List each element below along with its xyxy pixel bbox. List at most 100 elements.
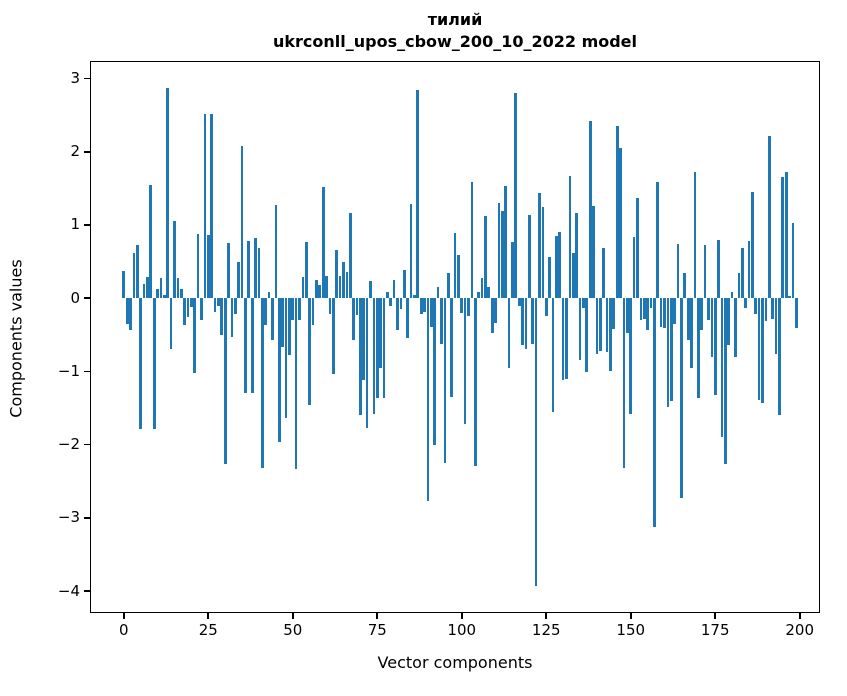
bar bbox=[669, 298, 673, 402]
y-tick bbox=[84, 517, 90, 519]
bar bbox=[453, 233, 457, 299]
x-tick-label: 25 bbox=[198, 621, 218, 639]
bar bbox=[771, 298, 775, 319]
bar bbox=[568, 175, 572, 299]
bar bbox=[666, 298, 670, 407]
bar bbox=[220, 298, 224, 335]
y-axis-label: Components values bbox=[6, 259, 26, 418]
bar bbox=[152, 298, 156, 430]
bar bbox=[467, 298, 470, 317]
bar bbox=[142, 283, 146, 299]
bar bbox=[169, 298, 173, 350]
x-tick-label: 200 bbox=[785, 621, 815, 639]
bar bbox=[301, 276, 305, 299]
bar bbox=[460, 298, 464, 313]
bar bbox=[375, 298, 379, 398]
bar bbox=[609, 298, 612, 372]
x-tick-label: 175 bbox=[700, 621, 730, 639]
bar bbox=[321, 186, 325, 299]
y-tick bbox=[84, 590, 90, 592]
bar bbox=[487, 287, 491, 299]
bar bbox=[538, 192, 541, 299]
bar bbox=[436, 287, 440, 299]
bar bbox=[703, 245, 707, 299]
bar bbox=[632, 237, 636, 299]
bar bbox=[372, 298, 376, 414]
bar bbox=[149, 185, 153, 299]
bar bbox=[673, 298, 676, 324]
bar bbox=[727, 298, 731, 346]
x-tick bbox=[798, 613, 801, 619]
bar bbox=[196, 233, 200, 299]
bar bbox=[159, 278, 163, 299]
bar bbox=[254, 238, 257, 299]
bar bbox=[291, 298, 295, 321]
bar bbox=[200, 298, 203, 321]
bar bbox=[446, 272, 450, 299]
bar bbox=[392, 279, 396, 299]
bar bbox=[642, 298, 646, 319]
bar bbox=[217, 298, 220, 306]
bar bbox=[653, 298, 656, 528]
bar bbox=[514, 93, 518, 299]
bar bbox=[500, 211, 504, 299]
bar bbox=[362, 298, 366, 381]
bar bbox=[355, 298, 359, 316]
bar bbox=[203, 114, 207, 299]
bar bbox=[544, 298, 548, 317]
bar bbox=[700, 298, 704, 331]
x-tick-label: 0 bbox=[119, 621, 129, 639]
bar bbox=[615, 126, 619, 299]
bar bbox=[619, 148, 622, 299]
bar bbox=[250, 298, 254, 394]
bar bbox=[504, 186, 508, 299]
bar bbox=[541, 206, 545, 299]
bar bbox=[551, 298, 555, 412]
bar bbox=[244, 298, 247, 394]
bar bbox=[794, 298, 798, 329]
bar bbox=[683, 273, 687, 299]
bar bbox=[737, 272, 741, 299]
bar bbox=[592, 205, 595, 299]
bar bbox=[490, 298, 494, 334]
bar bbox=[122, 271, 126, 299]
bar bbox=[406, 298, 410, 339]
x-tick-label: 75 bbox=[367, 621, 387, 639]
bar bbox=[331, 298, 335, 375]
y-tick-label: −4 bbox=[57, 581, 80, 600]
bar bbox=[622, 298, 626, 469]
bar bbox=[534, 298, 538, 586]
bar bbox=[690, 298, 693, 369]
bar bbox=[315, 279, 318, 299]
y-tick-label: 3 bbox=[70, 69, 80, 88]
bar bbox=[264, 298, 268, 326]
bar bbox=[636, 197, 639, 299]
bar bbox=[426, 298, 430, 501]
bar bbox=[757, 298, 761, 400]
bar bbox=[413, 294, 416, 299]
y-tick bbox=[84, 443, 90, 446]
bar bbox=[582, 298, 585, 308]
bar bbox=[304, 241, 308, 299]
bar bbox=[720, 298, 724, 437]
y-tick bbox=[84, 224, 90, 226]
bar bbox=[402, 270, 406, 299]
bar bbox=[791, 222, 795, 299]
bar bbox=[605, 298, 609, 352]
bar bbox=[480, 278, 484, 299]
bar bbox=[524, 298, 528, 349]
bar bbox=[247, 241, 251, 299]
x-tick-label: 100 bbox=[447, 621, 477, 639]
bar bbox=[761, 298, 764, 403]
bar bbox=[416, 89, 420, 299]
y-tick bbox=[84, 297, 90, 299]
bar bbox=[450, 298, 453, 398]
bar bbox=[778, 298, 781, 416]
bar bbox=[163, 294, 166, 299]
bar bbox=[707, 298, 710, 321]
bar bbox=[717, 240, 720, 299]
bar bbox=[227, 242, 230, 299]
bar bbox=[710, 298, 714, 357]
bar bbox=[369, 280, 372, 299]
bar bbox=[396, 298, 399, 331]
